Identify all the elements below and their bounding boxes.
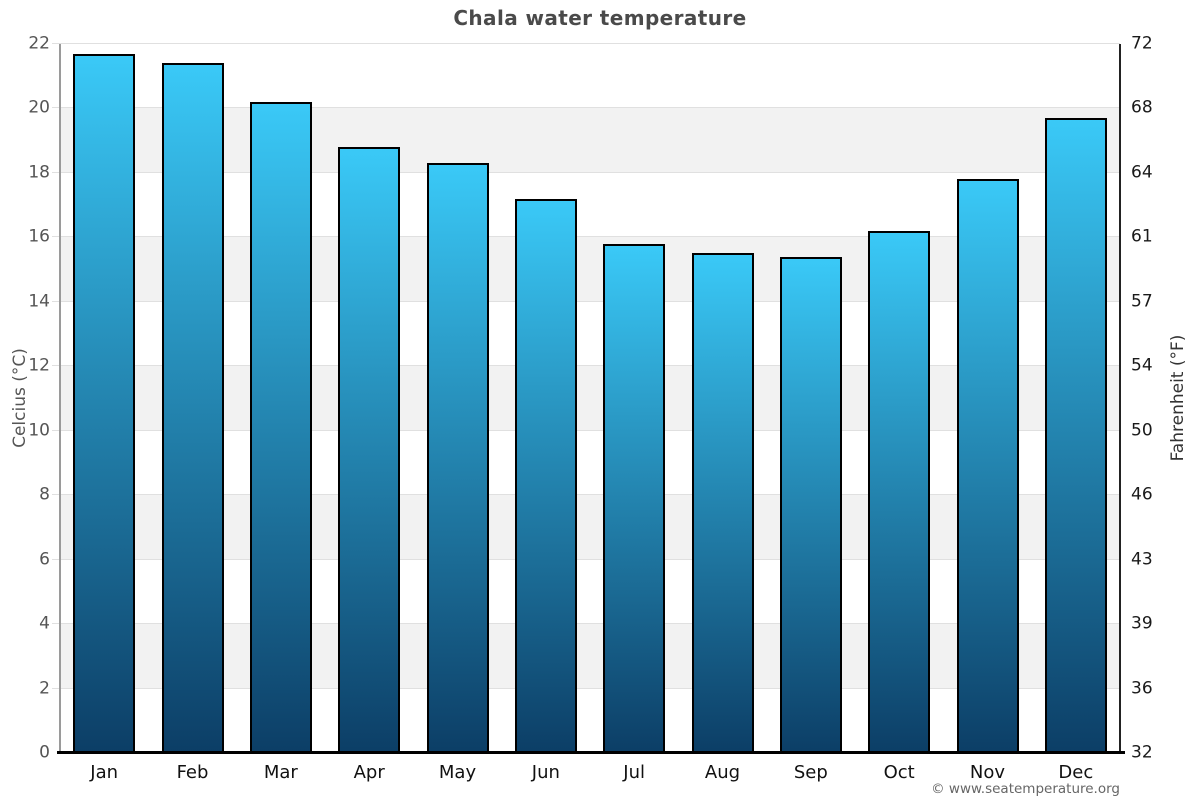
y-tick-left: 6 bbox=[39, 549, 50, 570]
bar-apr[interactable] bbox=[338, 147, 401, 753]
x-tick-jun: Jun bbox=[531, 762, 560, 783]
gridline bbox=[52, 365, 1120, 367]
x-tick-apr: Apr bbox=[353, 762, 385, 783]
x-axis-line bbox=[57, 751, 1125, 754]
grid-band bbox=[60, 237, 1120, 302]
gridline bbox=[52, 558, 1120, 560]
x-tick-oct: Oct bbox=[883, 762, 915, 783]
y-tick-left: 18 bbox=[28, 162, 50, 183]
x-tick-jul: Jul bbox=[623, 762, 646, 783]
y-tick-left: 22 bbox=[28, 33, 50, 54]
left-axis-line bbox=[59, 44, 61, 753]
y-tick-right: 32 bbox=[1131, 742, 1153, 763]
y-tick-right: 72 bbox=[1131, 33, 1153, 54]
x-tick-may: May bbox=[438, 762, 477, 783]
bar-mar[interactable] bbox=[249, 102, 312, 753]
bar-jun[interactable] bbox=[514, 198, 577, 753]
grid-band bbox=[60, 624, 1120, 689]
y-tick-left: 20 bbox=[28, 97, 50, 118]
y-tick-right: 43 bbox=[1131, 549, 1153, 570]
y-tick-left: 16 bbox=[28, 226, 50, 247]
gridline bbox=[52, 300, 1120, 302]
grid-band bbox=[60, 108, 1120, 173]
gridline bbox=[52, 687, 1120, 689]
y-tick-left: 2 bbox=[39, 678, 50, 699]
x-tick-dec: Dec bbox=[1058, 762, 1094, 783]
bar-feb[interactable] bbox=[161, 63, 224, 753]
gridline bbox=[52, 107, 1120, 109]
gridline bbox=[52, 623, 1120, 625]
y-tick-right: 50 bbox=[1131, 420, 1153, 441]
left-axis-title: Celcius (°C) bbox=[10, 348, 30, 448]
y-tick-right: 57 bbox=[1131, 291, 1153, 312]
bar-aug[interactable] bbox=[691, 253, 754, 753]
gridline bbox=[52, 236, 1120, 238]
bar-sep[interactable] bbox=[779, 256, 842, 753]
x-tick-feb: Feb bbox=[176, 762, 209, 783]
y-tick-right: 68 bbox=[1131, 97, 1153, 118]
y-tick-left: 12 bbox=[28, 355, 50, 376]
y-tick-left: 14 bbox=[28, 291, 50, 312]
chart-title: Chala water temperature bbox=[453, 6, 747, 30]
x-tick-jan: Jan bbox=[90, 762, 119, 783]
grid-band bbox=[60, 366, 1120, 431]
x-tick-aug: Aug bbox=[704, 762, 741, 783]
gridline bbox=[52, 429, 1120, 431]
x-tick-sep: Sep bbox=[793, 762, 828, 783]
y-tick-right: 46 bbox=[1131, 484, 1153, 505]
x-tick-mar: Mar bbox=[263, 762, 298, 783]
y-tick-right: 39 bbox=[1131, 613, 1153, 634]
y-tick-right: 36 bbox=[1131, 678, 1153, 699]
bar-jul[interactable] bbox=[603, 243, 666, 753]
y-tick-left: 10 bbox=[28, 420, 50, 441]
y-tick-left: 4 bbox=[39, 613, 50, 634]
y-tick-right: 54 bbox=[1131, 355, 1153, 376]
gridline bbox=[52, 494, 1120, 496]
copyright: © www.seatemperature.org bbox=[931, 781, 1120, 797]
y-tick-left: 0 bbox=[39, 742, 50, 763]
bar-dec[interactable] bbox=[1044, 118, 1107, 753]
y-tick-left: 8 bbox=[39, 484, 50, 505]
right-axis-line bbox=[1119, 44, 1121, 753]
x-tick-nov: Nov bbox=[969, 762, 1006, 783]
bar-jan[interactable] bbox=[73, 53, 136, 753]
y-tick-right: 64 bbox=[1131, 162, 1153, 183]
plot-area: 0 32 2 36 4 39 6 43 8 46 10 50 12 54 14 57 16 61 18 64 20 68 2… bbox=[28, 35, 1152, 783]
bar-oct[interactable] bbox=[868, 230, 931, 753]
gridline bbox=[52, 171, 1120, 173]
bar-may[interactable] bbox=[426, 163, 489, 753]
gridline bbox=[52, 43, 1120, 44]
grid-band bbox=[60, 495, 1120, 560]
y-tick-right: 61 bbox=[1131, 226, 1153, 247]
right-axis-title: Fahrenheit (°F) bbox=[1168, 334, 1188, 462]
bar-nov[interactable] bbox=[956, 179, 1019, 753]
